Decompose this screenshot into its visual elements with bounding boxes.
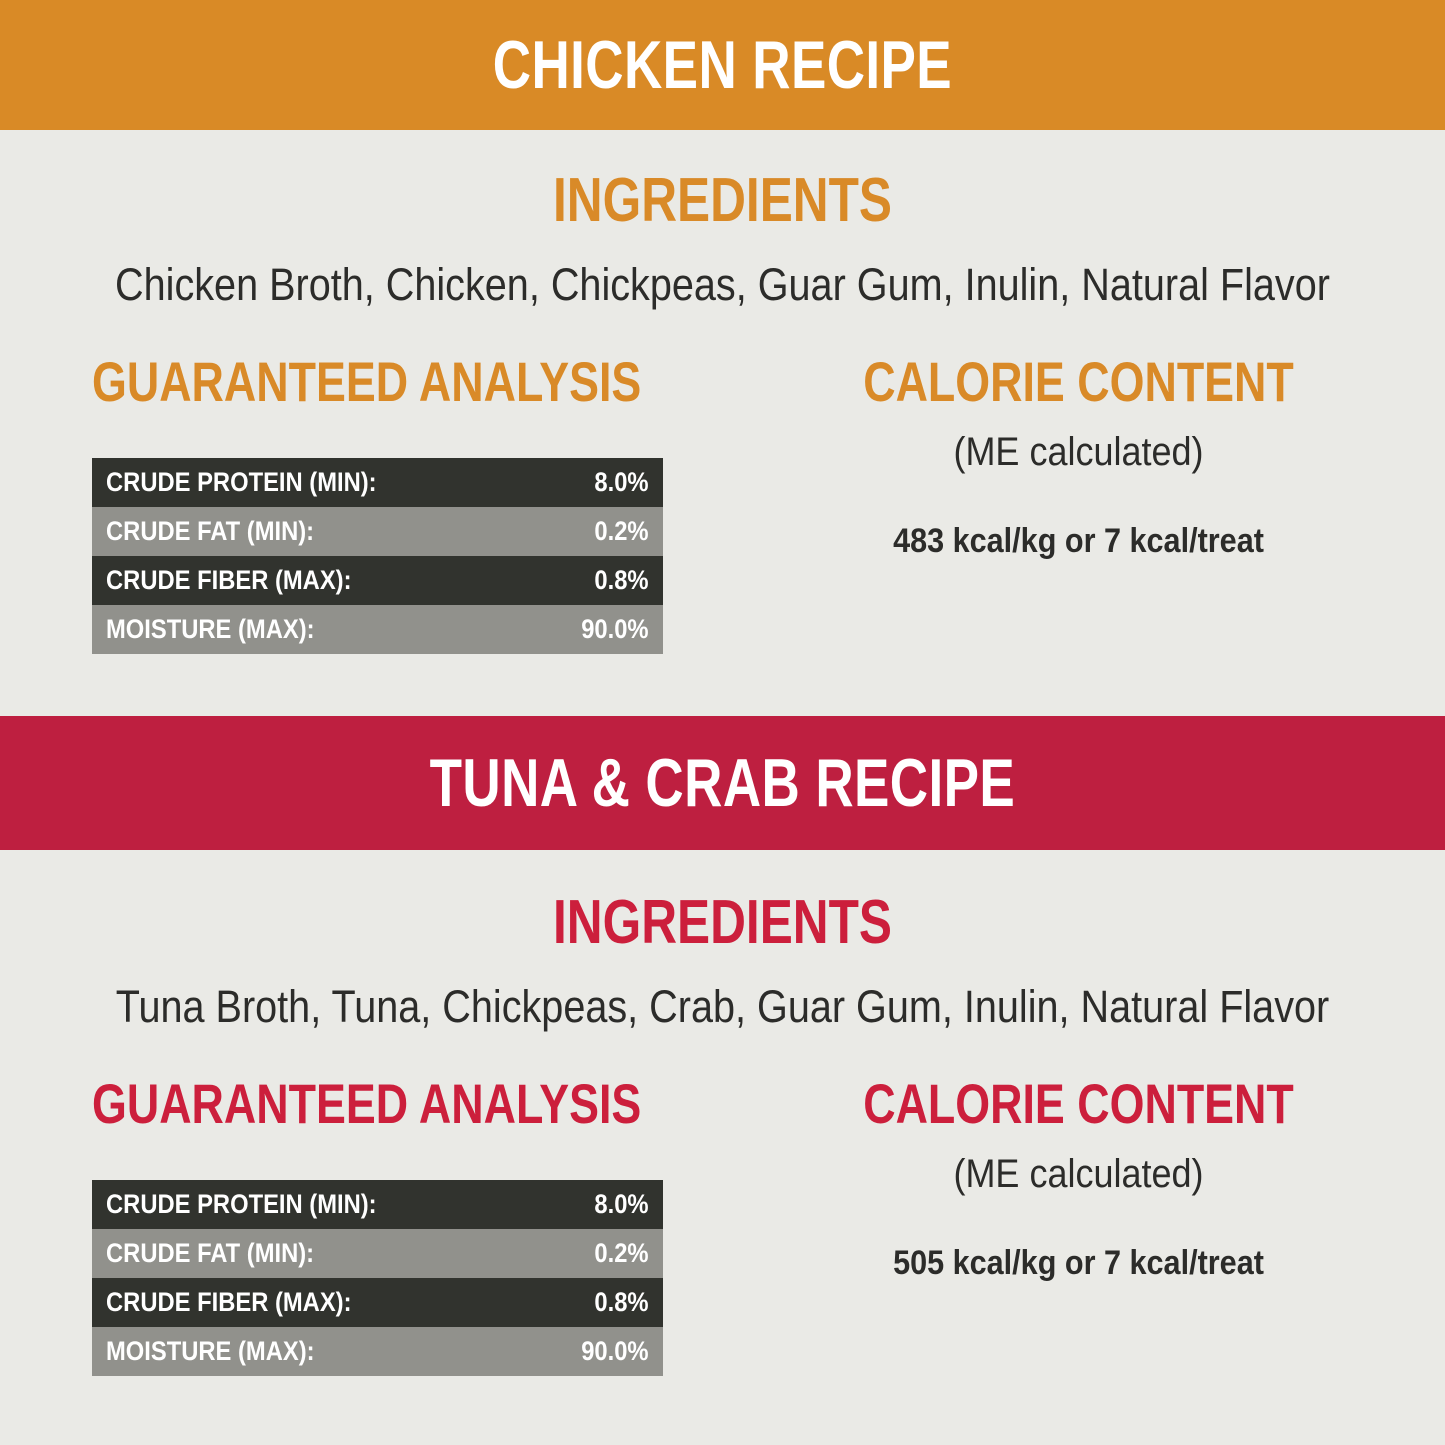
tuna-crab-ingredients-list: Tuna Broth, Tuna, Chickpeas, Crab, Guar … <box>115 981 1330 1032</box>
tuna-crab-analysis-column: GUARANTEED ANALYSIS CRUDE PROTEIN (MIN):… <box>0 1071 760 1376</box>
chicken-section-body: INGREDIENTS Chicken Broth, Chicken, Chic… <box>0 130 1445 716</box>
tuna-crab-calorie-heading: CALORIE CONTENT <box>863 1071 1294 1135</box>
table-row: CRUDE FAT (MIN): 0.2% <box>92 506 663 556</box>
table-row: MOISTURE (MAX): 90.0% <box>92 1326 663 1376</box>
table-row: CRUDE FIBER (MAX): 0.8% <box>92 555 663 605</box>
chicken-calorie-column: CALORIE CONTENT (ME calculated) 483 kcal… <box>760 349 1445 560</box>
analysis-value: 90.0% <box>581 613 649 644</box>
analysis-label: CRUDE PROTEIN (MIN): <box>106 466 377 497</box>
table-row: CRUDE PROTEIN (MIN): 8.0% <box>92 457 663 507</box>
tuna-crab-analysis-heading: GUARANTEED ANALYSIS <box>92 1071 642 1135</box>
chicken-analysis-heading: GUARANTEED ANALYSIS <box>92 349 642 413</box>
table-row: CRUDE PROTEIN (MIN): 8.0% <box>92 1179 663 1229</box>
analysis-value: 0.8% <box>594 564 649 595</box>
analysis-value: 0.2% <box>594 515 649 546</box>
tuna-crab-ingredients-heading: INGREDIENTS <box>553 888 892 957</box>
tuna-crab-recipe-banner-title: TUNA & CRAB RECIPE <box>429 745 1016 821</box>
chicken-details-columns: GUARANTEED ANALYSIS CRUDE PROTEIN (MIN):… <box>0 349 1445 654</box>
analysis-label: CRUDE PROTEIN (MIN): <box>106 1188 377 1219</box>
analysis-label: CRUDE FAT (MIN): <box>106 1237 315 1268</box>
chicken-analysis-column: GUARANTEED ANALYSIS CRUDE PROTEIN (MIN):… <box>0 349 760 654</box>
analysis-label: MOISTURE (MAX): <box>106 613 315 644</box>
chicken-recipe-banner: CHICKEN RECIPE <box>0 0 1445 130</box>
chicken-recipe-banner-title: CHICKEN RECIPE <box>492 27 953 103</box>
table-row: CRUDE FAT (MIN): 0.2% <box>92 1228 663 1278</box>
tuna-crab-calorie-column: CALORIE CONTENT (ME calculated) 505 kcal… <box>760 1071 1445 1282</box>
tuna-crab-calorie-value: 505 kcal/kg or 7 kcal/treat <box>893 1243 1264 1282</box>
chicken-ingredients-list: Chicken Broth, Chicken, Chickpeas, Guar … <box>115 259 1330 310</box>
tuna-crab-recipe-banner: TUNA & CRAB RECIPE <box>0 716 1445 850</box>
chicken-analysis-table: CRUDE PROTEIN (MIN): 8.0% CRUDE FAT (MIN… <box>92 457 663 654</box>
analysis-label: MOISTURE (MAX): <box>106 1335 315 1366</box>
analysis-label: CRUDE FIBER (MAX): <box>106 1286 352 1317</box>
analysis-label: CRUDE FAT (MIN): <box>106 515 315 546</box>
analysis-value: 0.8% <box>594 1286 649 1317</box>
analysis-label: CRUDE FIBER (MAX): <box>106 564 352 595</box>
chicken-ingredients-heading: INGREDIENTS <box>553 166 892 235</box>
chicken-calorie-note: (ME calculated) <box>953 429 1204 474</box>
analysis-value: 8.0% <box>594 1188 649 1219</box>
analysis-value: 90.0% <box>581 1335 649 1366</box>
chicken-calorie-heading: CALORIE CONTENT <box>863 349 1294 413</box>
tuna-crab-analysis-table: CRUDE PROTEIN (MIN): 8.0% CRUDE FAT (MIN… <box>92 1179 663 1376</box>
analysis-value: 8.0% <box>594 466 649 497</box>
tuna-crab-details-columns: GUARANTEED ANALYSIS CRUDE PROTEIN (MIN):… <box>0 1071 1445 1376</box>
tuna-crab-calorie-note: (ME calculated) <box>953 1151 1204 1196</box>
chicken-calorie-value: 483 kcal/kg or 7 kcal/treat <box>893 521 1264 560</box>
tuna-crab-section-body: INGREDIENTS Tuna Broth, Tuna, Chickpeas,… <box>0 850 1445 1445</box>
analysis-value: 0.2% <box>594 1237 649 1268</box>
table-row: CRUDE FIBER (MAX): 0.8% <box>92 1277 663 1327</box>
table-row: MOISTURE (MAX): 90.0% <box>92 604 663 654</box>
